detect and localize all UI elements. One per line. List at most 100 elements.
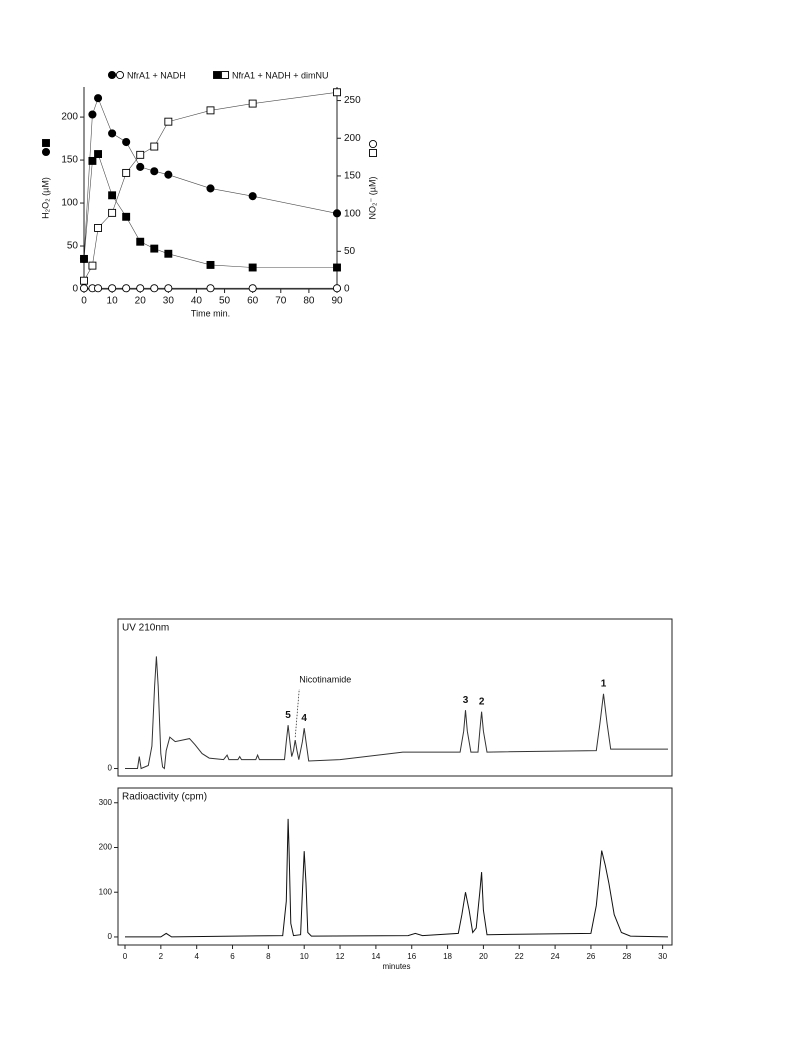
x-tick-label: 28 bbox=[622, 952, 631, 961]
panel-frame bbox=[117, 787, 673, 946]
x-tick-label: 30 bbox=[658, 952, 667, 961]
x-tick-label: 2 bbox=[159, 952, 164, 961]
y-tick-label: 200 bbox=[61, 112, 78, 123]
data-point bbox=[248, 99, 257, 108]
data-line bbox=[125, 818, 669, 938]
data-point bbox=[164, 117, 173, 126]
y-tick-label: 200 bbox=[99, 843, 113, 852]
x-axis-label: Time min. bbox=[191, 308, 230, 318]
peak-label: 1 bbox=[601, 678, 607, 689]
x-tick-label: 90 bbox=[331, 296, 343, 307]
x-tick-label: 20 bbox=[135, 296, 147, 307]
legend-symbol bbox=[221, 71, 229, 79]
x-tick-label: 30 bbox=[163, 296, 175, 307]
x-tick-label: 14 bbox=[371, 952, 380, 961]
data-point bbox=[94, 94, 103, 103]
data-point bbox=[108, 208, 117, 217]
x-tick-label: 26 bbox=[586, 952, 595, 961]
y-tick-label: 100 bbox=[61, 198, 78, 209]
x-tick-label: 4 bbox=[194, 952, 199, 961]
data-point bbox=[79, 284, 89, 293]
y-tick-label: 50 bbox=[67, 241, 79, 252]
annotation: Nicotinamide bbox=[299, 674, 351, 684]
data-point bbox=[150, 142, 159, 151]
data-point bbox=[333, 263, 341, 272]
data-point bbox=[136, 237, 145, 246]
legend-symbol bbox=[107, 70, 117, 80]
data-point bbox=[150, 244, 159, 253]
data-point bbox=[108, 129, 117, 138]
panel-title: UV 210nm bbox=[122, 623, 169, 634]
data-point bbox=[80, 276, 88, 285]
y-tick-label: 0 bbox=[72, 284, 78, 295]
data-point bbox=[136, 150, 145, 159]
x-tick-label: 50 bbox=[219, 296, 231, 307]
data-point bbox=[206, 184, 215, 193]
data-point bbox=[122, 137, 131, 147]
panel-frame bbox=[117, 618, 673, 777]
x-tick-label: 0 bbox=[123, 952, 128, 961]
peak-label: 2 bbox=[479, 696, 485, 707]
data-point bbox=[164, 284, 173, 293]
x-tick-label: 0 bbox=[81, 296, 87, 307]
data-point bbox=[248, 263, 257, 272]
y2-tick-label: 250 bbox=[344, 95, 361, 106]
annotation-leader bbox=[294, 688, 300, 738]
data-line bbox=[125, 656, 668, 770]
y2-axis-label: NO₂⁻ (µM) bbox=[367, 177, 377, 220]
data-point bbox=[206, 284, 215, 293]
y2-tick-label: 50 bbox=[344, 246, 356, 257]
data-point bbox=[88, 156, 97, 165]
y-tick-label: 0 bbox=[108, 932, 113, 941]
y-label-symbol bbox=[41, 147, 51, 157]
data-point bbox=[94, 150, 103, 158]
y2-label-symbol bbox=[368, 139, 378, 149]
legend-label: NfrA1 + NADH + dimNU bbox=[232, 70, 329, 80]
data-point bbox=[94, 223, 103, 232]
data-point bbox=[122, 168, 131, 177]
data-point bbox=[108, 191, 117, 200]
x-tick-label: 80 bbox=[303, 296, 315, 307]
x-tick-label: 20 bbox=[479, 952, 488, 961]
legend-symbol bbox=[115, 70, 125, 80]
data-point bbox=[164, 170, 173, 179]
y-tick-label: 150 bbox=[61, 155, 78, 166]
peak-label: 3 bbox=[463, 695, 469, 706]
data-point bbox=[248, 284, 257, 293]
data-point bbox=[332, 284, 342, 293]
x-axis-label: minutes bbox=[382, 962, 410, 971]
y-tick-label: 300 bbox=[99, 798, 113, 807]
y-axis-label: H₂O₂ (µM) bbox=[40, 177, 50, 219]
x-tick-label: 22 bbox=[515, 952, 524, 961]
data-point bbox=[122, 284, 131, 293]
data-point bbox=[248, 192, 257, 201]
y2-tick-label: 200 bbox=[344, 133, 361, 144]
data-point bbox=[136, 284, 145, 293]
data-point bbox=[206, 260, 215, 269]
data-point bbox=[333, 88, 341, 97]
data-point bbox=[332, 209, 342, 218]
x-tick-label: 8 bbox=[266, 952, 271, 961]
data-point bbox=[94, 284, 103, 293]
data-point bbox=[108, 284, 117, 293]
legend-label: NfrA1 + NADH bbox=[127, 70, 186, 80]
y2-tick-label: 150 bbox=[344, 171, 361, 182]
x-tick-label: 40 bbox=[191, 296, 203, 307]
y-tick-label: 0 bbox=[108, 764, 113, 773]
data-point bbox=[206, 106, 215, 115]
panel-title: Radioactivity (cpm) bbox=[122, 792, 207, 803]
data-point bbox=[150, 284, 159, 293]
x-tick-label: 16 bbox=[407, 952, 416, 961]
y2-tick-label: 100 bbox=[344, 208, 361, 219]
x-tick-label: 24 bbox=[551, 952, 560, 961]
data-line bbox=[83, 153, 337, 268]
y2-tick-label: 0 bbox=[344, 284, 350, 295]
data-point bbox=[136, 162, 145, 171]
x-tick-label: 70 bbox=[275, 296, 287, 307]
data-point bbox=[164, 249, 173, 258]
data-line bbox=[83, 97, 338, 259]
data-point bbox=[80, 254, 88, 263]
x-tick-label: 10 bbox=[107, 296, 119, 307]
legend-symbol bbox=[213, 71, 221, 79]
